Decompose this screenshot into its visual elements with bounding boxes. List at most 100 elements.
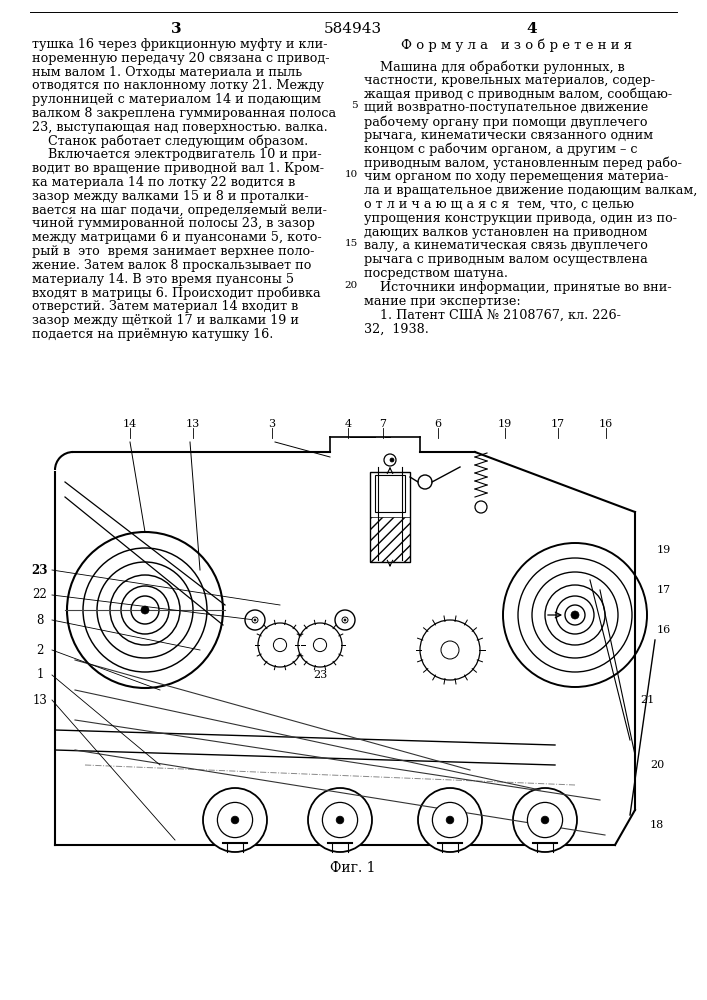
Text: Машина для обработки рулонных, в: Машина для обработки рулонных, в <box>364 60 625 74</box>
Text: 16: 16 <box>599 419 613 429</box>
Text: 7: 7 <box>380 419 387 429</box>
Text: 10: 10 <box>345 170 358 179</box>
Circle shape <box>384 454 396 466</box>
Circle shape <box>203 788 267 852</box>
Text: 17: 17 <box>657 585 671 595</box>
Text: 17: 17 <box>551 419 565 429</box>
Circle shape <box>513 788 577 852</box>
Text: тушка 16 через фрикционную муфту и кли-: тушка 16 через фрикционную муфту и кли- <box>32 38 327 51</box>
Text: ка материала 14 по лотку 22 водится в: ка материала 14 по лотку 22 водится в <box>32 176 296 189</box>
Text: ла и вращательное движение подающим валкам,: ла и вращательное движение подающим валк… <box>364 184 697 197</box>
Text: 2: 2 <box>36 644 44 656</box>
Circle shape <box>308 788 372 852</box>
Text: о т л и ч а ю щ а я с я  тем, что, с целью: о т л и ч а ю щ а я с я тем, что, с цель… <box>364 198 634 211</box>
Text: 15: 15 <box>345 239 358 248</box>
Text: валком 8 закреплена гуммированная полоса: валком 8 закреплена гуммированная полоса <box>32 107 336 120</box>
Text: ным валом 1. Отходы материала и пыль: ным валом 1. Отходы материала и пыль <box>32 66 302 79</box>
Text: приводным валом, установленным перед рабо-: приводным валом, установленным перед раб… <box>364 157 682 170</box>
Circle shape <box>441 641 459 659</box>
Text: 19: 19 <box>657 545 671 555</box>
Text: входят в матрицы 6. Происходит пробивка: входят в матрицы 6. Происходит пробивка <box>32 286 321 300</box>
Text: 23: 23 <box>313 670 327 680</box>
Circle shape <box>141 606 149 614</box>
Circle shape <box>231 816 239 824</box>
Text: упрощения конструкции привода, один из по-: упрощения конструкции привода, один из п… <box>364 212 677 225</box>
Text: материалу 14. В это время пуансоны 5: материалу 14. В это время пуансоны 5 <box>32 273 294 286</box>
Text: 8: 8 <box>36 613 44 626</box>
Text: 23: 23 <box>32 564 48 576</box>
Text: 1: 1 <box>36 668 44 682</box>
Circle shape <box>446 816 454 824</box>
Text: Станок работает следующим образом.: Станок работает следующим образом. <box>32 135 308 148</box>
Text: 19: 19 <box>498 419 512 429</box>
Text: жащая привод с приводным валом, сообщаю-: жащая привод с приводным валом, сообщаю- <box>364 88 672 101</box>
Text: 23, выступающая над поверхностью. валка.: 23, выступающая над поверхностью. валка. <box>32 121 328 134</box>
Text: Фиг. 1: Фиг. 1 <box>330 861 375 875</box>
Circle shape <box>335 610 355 630</box>
Circle shape <box>245 610 265 630</box>
Text: рычага, кинематически связанного одним: рычага, кинематически связанного одним <box>364 129 653 142</box>
Text: 14: 14 <box>123 419 137 429</box>
Circle shape <box>336 816 344 824</box>
Circle shape <box>298 623 342 667</box>
Text: жение. Затем валок 8 проскальзывает по: жение. Затем валок 8 проскальзывает по <box>32 259 311 272</box>
Text: зазор между валками 15 и 8 и проталки-: зазор между валками 15 и 8 и проталки- <box>32 190 309 203</box>
Circle shape <box>390 458 394 462</box>
Text: 584943: 584943 <box>324 22 382 36</box>
Text: 4: 4 <box>527 22 537 36</box>
Text: 4: 4 <box>344 419 351 429</box>
Text: подается на приёмную катушку 16.: подается на приёмную катушку 16. <box>32 328 274 341</box>
Bar <box>375 475 405 512</box>
Text: 5: 5 <box>351 101 358 110</box>
Bar <box>370 472 410 562</box>
Text: между матрицами 6 и пуансонами 5, кото-: между матрицами 6 и пуансонами 5, кото- <box>32 231 322 244</box>
Text: рабочему органу при помощи двуплечего: рабочему органу при помощи двуплечего <box>364 115 648 129</box>
Bar <box>370 517 410 562</box>
Text: 18: 18 <box>650 820 665 830</box>
Circle shape <box>418 475 432 489</box>
Text: посредством шатуна.: посредством шатуна. <box>364 267 508 280</box>
Text: 13: 13 <box>186 419 200 429</box>
Circle shape <box>571 611 579 619</box>
Text: рулонницей с материалом 14 и подающим: рулонницей с материалом 14 и подающим <box>32 93 321 106</box>
Text: концом с рабочим органом, а другим – с: концом с рабочим органом, а другим – с <box>364 143 638 156</box>
Circle shape <box>527 802 563 838</box>
Circle shape <box>475 501 487 513</box>
Text: водит во вращение приводной вал 1. Кром-: водит во вращение приводной вал 1. Кром- <box>32 162 324 175</box>
Text: чиной гуммированной полосы 23, в зазор: чиной гуммированной полосы 23, в зазор <box>32 217 315 230</box>
Circle shape <box>420 620 480 680</box>
Circle shape <box>313 638 327 652</box>
Text: вается на шаг подачи, определяемый вели-: вается на шаг подачи, определяемый вели- <box>32 204 327 217</box>
Text: 16: 16 <box>657 625 671 635</box>
Text: чим органом по ходу перемещения материа-: чим органом по ходу перемещения материа- <box>364 170 668 183</box>
Circle shape <box>344 619 346 621</box>
Circle shape <box>322 802 358 838</box>
Text: 3: 3 <box>269 419 276 429</box>
Text: валу, а кинематическая связь двуплечего: валу, а кинематическая связь двуплечего <box>364 239 648 252</box>
Text: рый в  это  время занимает верхнее поло-: рый в это время занимает верхнее поло- <box>32 245 315 258</box>
Text: 3: 3 <box>170 22 181 36</box>
Circle shape <box>252 617 258 623</box>
Circle shape <box>258 623 302 667</box>
Text: рычага с приводным валом осуществлена: рычага с приводным валом осуществлена <box>364 253 648 266</box>
Circle shape <box>418 788 482 852</box>
Text: 20: 20 <box>650 760 665 770</box>
Text: щий возвратно-поступательное движение: щий возвратно-поступательное движение <box>364 101 648 114</box>
Text: зазор между щёткой 17 и валками 19 и: зазор между щёткой 17 и валками 19 и <box>32 314 299 327</box>
Text: 22: 22 <box>33 588 47 601</box>
Circle shape <box>254 619 256 621</box>
Text: мание при экспертизе:: мание при экспертизе: <box>364 295 521 308</box>
Circle shape <box>541 816 549 824</box>
Text: 6: 6 <box>434 419 442 429</box>
Text: Ф о р м у л а   и з о б р е т е н и я: Ф о р м у л а и з о б р е т е н и я <box>402 38 633 51</box>
Circle shape <box>217 802 252 838</box>
Text: 32,  1938.: 32, 1938. <box>364 322 429 335</box>
Text: отводятся по наклонному лотку 21. Между: отводятся по наклонному лотку 21. Между <box>32 79 324 92</box>
Text: 21: 21 <box>640 695 654 705</box>
Text: 1. Патент США № 2108767, кл. 226-: 1. Патент США № 2108767, кл. 226- <box>364 308 621 321</box>
Text: ноременную передачу 20 связана с привод-: ноременную передачу 20 связана с привод- <box>32 52 329 65</box>
Text: Включается электродвигатель 10 и при-: Включается электродвигатель 10 и при- <box>32 148 322 161</box>
Circle shape <box>274 638 286 652</box>
Circle shape <box>433 802 467 838</box>
Text: 13: 13 <box>33 694 47 706</box>
